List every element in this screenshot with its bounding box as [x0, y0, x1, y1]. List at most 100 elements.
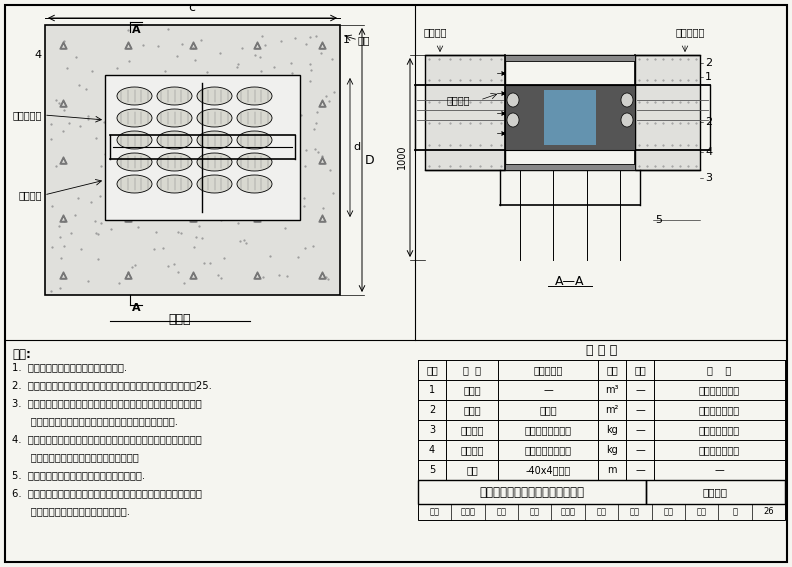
Text: 王素英: 王素英 [460, 507, 475, 517]
Text: 3: 3 [705, 173, 712, 183]
Ellipse shape [237, 87, 272, 105]
Text: 自攻螺丝: 自攻螺丝 [447, 95, 470, 105]
Text: 防火涂料: 防火涂料 [460, 425, 484, 435]
Text: 1: 1 [343, 35, 350, 45]
Text: 主任: 主任 [497, 507, 506, 517]
Text: 电缆桥架穿楼板孔阻火包防火封堵: 电缆桥架穿楼板孔阻火包防火封堵 [479, 485, 584, 498]
Text: 4: 4 [705, 147, 712, 157]
Text: 电缆或光缆: 电缆或光缆 [13, 110, 42, 120]
Ellipse shape [507, 113, 519, 127]
Text: 楼板: 楼板 [358, 35, 371, 45]
Text: —: — [635, 465, 645, 475]
Text: m: m [607, 465, 617, 475]
Text: 见相关技术资料: 见相关技术资料 [699, 425, 740, 435]
Text: 电缆或光缆: 电缆或光缆 [676, 27, 705, 37]
Text: 3.  在楼板下侧支架上固定防火板，穿过电缆桥架．在防火板和桥架、: 3. 在楼板下侧支架上固定防火板，穿过电缆桥架．在防火板和桥架、 [12, 398, 202, 408]
Text: 5.  在阻火包和电缆之间填塞柔性有机防火堵料.: 5. 在阻火包和电缆之间填塞柔性有机防火堵料. [12, 470, 145, 480]
Text: 适当空隙．阻火包摆放至与楼板地面平齐: 适当空隙．阻火包摆放至与楼板地面平齐 [12, 452, 139, 462]
Ellipse shape [237, 109, 272, 127]
Text: -40x4，镀锌: -40x4，镀锌 [525, 465, 570, 475]
Bar [505, 85, 635, 150]
Text: 朱立功: 朱立功 [561, 507, 576, 517]
Text: 机电人脉: 机电人脉 [703, 487, 728, 497]
Text: —: — [635, 425, 645, 435]
Text: kg: kg [606, 445, 618, 455]
Text: 朱化: 朱化 [596, 507, 607, 517]
Text: 1.  根据楼板孔洞尺寸安装镀锌扁钢支架.: 1. 根据楼板孔洞尺寸安装镀锌扁钢支架. [12, 362, 128, 372]
Ellipse shape [237, 175, 272, 193]
Ellipse shape [117, 131, 152, 149]
Text: 单位: 单位 [606, 365, 618, 375]
Ellipse shape [197, 153, 232, 171]
Bar [505, 55, 635, 61]
Bar [544, 90, 596, 145]
Text: A: A [132, 303, 141, 313]
Ellipse shape [197, 131, 232, 149]
Text: 汪磊: 汪磊 [697, 507, 706, 517]
Ellipse shape [621, 113, 633, 127]
Text: 阻火包: 阻火包 [463, 385, 481, 395]
Text: 1: 1 [705, 72, 712, 82]
Text: 5: 5 [655, 215, 662, 225]
Text: 电缆桥架: 电缆桥架 [423, 27, 447, 37]
Text: 2: 2 [705, 117, 712, 127]
Text: 3: 3 [429, 425, 435, 435]
Text: 电缆之间、防火板之间的缝隙内填入柔性有机防火堵料.: 电缆之间、防火板之间的缝隙内填入柔性有机防火堵料. [12, 416, 178, 426]
Text: 页: 页 [733, 507, 737, 517]
Text: 26: 26 [763, 507, 774, 517]
Ellipse shape [237, 131, 272, 149]
Text: —: — [714, 465, 725, 475]
Bar [45, 25, 340, 295]
Bar [418, 504, 785, 520]
Ellipse shape [117, 87, 152, 105]
Text: 之间的缝隙内填入柔性有机防火堵料.: 之间的缝隙内填入柔性有机防火堵料. [12, 506, 130, 516]
Text: 备    注: 备 注 [707, 365, 732, 375]
Text: 支架: 支架 [466, 465, 478, 475]
Text: 1000: 1000 [397, 145, 407, 170]
Text: D: D [365, 154, 375, 167]
Text: 防火板: 防火板 [463, 405, 481, 415]
Ellipse shape [197, 175, 232, 193]
Ellipse shape [157, 87, 192, 105]
Text: 见相关技术资料: 见相关技术资料 [699, 445, 740, 455]
Text: d: d [353, 142, 360, 152]
Ellipse shape [117, 109, 152, 127]
Ellipse shape [621, 93, 633, 107]
Text: 审核: 审核 [430, 507, 440, 517]
Text: 1: 1 [429, 385, 435, 395]
Text: 电缆桥架: 电缆桥架 [18, 190, 42, 200]
Text: 2.  按孔洞尺寸和桥架形状裁切防火板，上侧的防火板四周至少多出25.: 2. 按孔洞尺寸和桥架形状裁切防火板，上侧的防火板四周至少多出25. [12, 380, 212, 390]
Text: 5: 5 [429, 465, 435, 475]
Text: A: A [132, 25, 141, 35]
Ellipse shape [157, 175, 192, 193]
Text: 名  称: 名 称 [463, 365, 481, 375]
Text: c: c [188, 1, 196, 14]
Ellipse shape [117, 153, 152, 171]
Text: 说明:: 说明: [12, 348, 31, 361]
Text: 柔性有机防火堵料: 柔性有机防火堵料 [524, 445, 572, 455]
Ellipse shape [197, 87, 232, 105]
Ellipse shape [237, 153, 272, 171]
Text: 6.  在楼板上侧安装防火板．在上侧防火板、桥架、电缆之间、防火板: 6. 在楼板上侧安装防火板．在上侧防火板、桥架、电缆之间、防火板 [12, 488, 202, 498]
Text: 防火堵料: 防火堵料 [460, 445, 484, 455]
Text: —: — [635, 445, 645, 455]
Text: 设计: 设计 [630, 507, 640, 517]
Ellipse shape [157, 131, 192, 149]
Text: 水性电缆防火涂料: 水性电缆防火涂料 [524, 425, 572, 435]
Text: 4.  填入阻火包，阻火包应按顺序依次摆放整齐，阻火包与电缆之间留: 4. 填入阻火包，阻火包应按顺序依次摆放整齐，阻火包与电缆之间留 [12, 434, 202, 444]
Text: 校对: 校对 [530, 507, 540, 517]
Ellipse shape [157, 109, 192, 127]
Bar [505, 164, 635, 170]
Bar [418, 480, 645, 504]
Text: m³: m³ [605, 385, 619, 395]
Bar [635, 55, 700, 170]
Text: 防火板: 防火板 [539, 405, 557, 415]
Text: A—A: A—A [555, 275, 584, 288]
Text: 俯视图: 俯视图 [169, 313, 191, 326]
Text: 同嘉: 同嘉 [663, 507, 673, 517]
Ellipse shape [157, 153, 192, 171]
Text: 序号: 序号 [426, 365, 438, 375]
Ellipse shape [507, 93, 519, 107]
Text: 4: 4 [35, 50, 42, 60]
Text: —: — [543, 385, 553, 395]
